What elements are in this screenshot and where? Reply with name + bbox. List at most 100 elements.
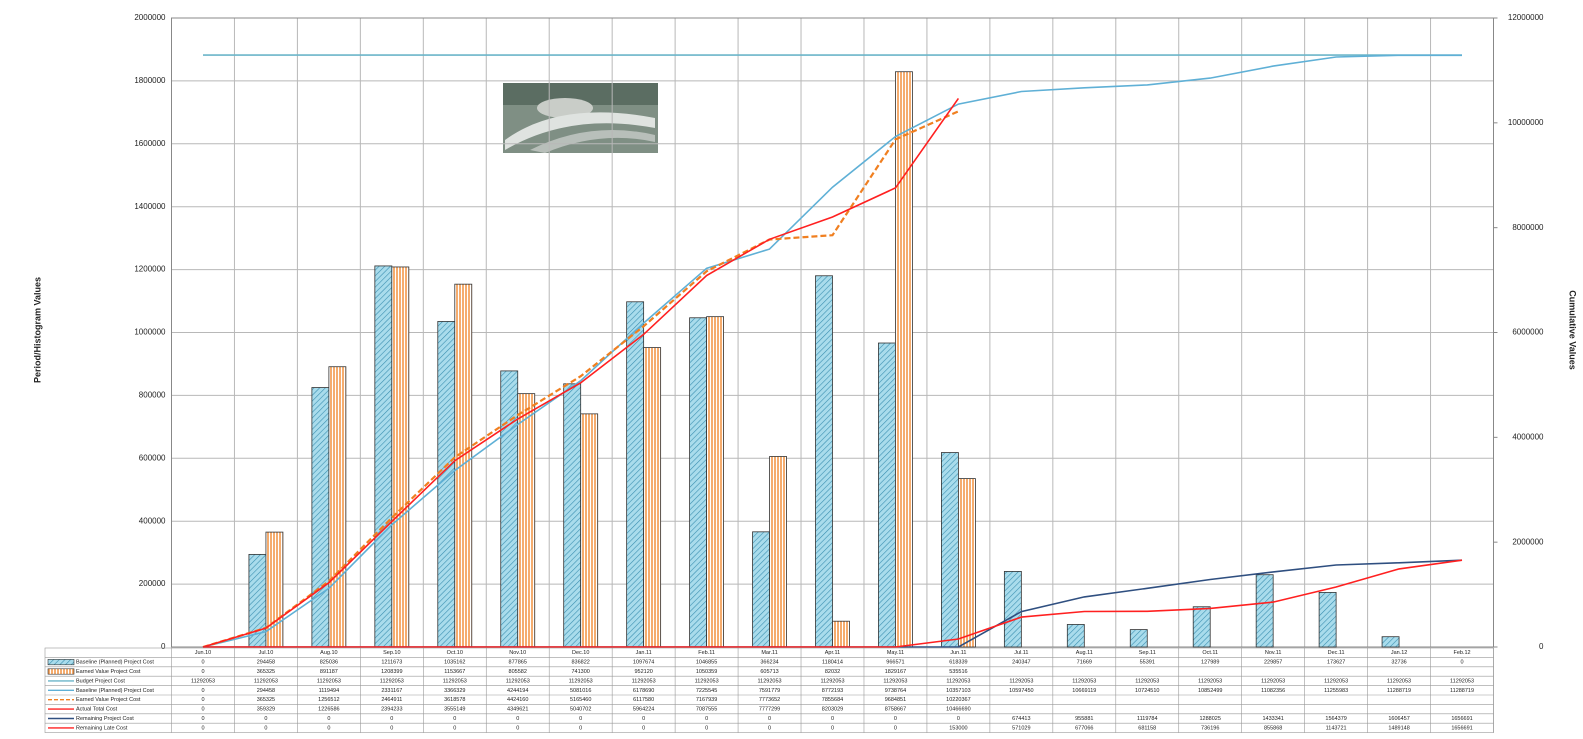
table-cell: 82032 — [825, 669, 840, 675]
table-cell: 0 — [768, 725, 771, 731]
table-cell: 0 — [453, 716, 456, 722]
table-cell: 1050359 — [696, 669, 717, 675]
table-cell: 1829167 — [885, 669, 906, 675]
bar — [1255, 574, 1274, 648]
table-cell: 11292053 — [317, 678, 341, 684]
table-cell: 741300 — [572, 669, 590, 675]
bar — [1318, 591, 1337, 648]
legend-label: Actual Total Cost — [76, 707, 118, 713]
table-cell: 294458 — [257, 688, 275, 694]
table-cell: 6117580 — [633, 697, 654, 703]
table-cell: 0 — [201, 725, 204, 731]
table-cell: 0 — [894, 725, 897, 731]
bar — [374, 265, 393, 648]
project-photo — [503, 83, 658, 153]
table-cell: 11292053 — [506, 678, 530, 684]
bar — [391, 266, 410, 648]
table-cell: 11255983 — [1324, 688, 1348, 694]
table-cell: 1119784 — [1137, 716, 1158, 722]
y-tick-label: 1000000 — [134, 328, 166, 337]
x-tick-label: Oct.10 — [447, 650, 463, 656]
table-cell: 10852499 — [1198, 688, 1222, 694]
table-cell: 9738764 — [885, 688, 906, 694]
bar — [878, 342, 896, 648]
table-cell: 1143721 — [1326, 725, 1347, 731]
table-cell: 0 — [201, 707, 204, 713]
table-cell: 891187 — [320, 669, 338, 675]
table-cell: 736196 — [1201, 725, 1219, 731]
x-tick-label: Oct.11 — [1202, 650, 1218, 656]
legend-label: Budget Project Cost — [76, 678, 125, 684]
x-tick-label: Mar.11 — [761, 650, 777, 656]
table-cell: 1288025 — [1200, 716, 1221, 722]
y-tick-label: 800000 — [139, 391, 166, 400]
table-cell: 1119494 — [319, 688, 340, 694]
table-cell: 0 — [831, 716, 834, 722]
bar — [706, 316, 724, 648]
y2-tick-label: 6000000 — [1512, 328, 1544, 337]
table-cell: 0 — [201, 688, 204, 694]
x-tick-label: Jan.11 — [636, 650, 652, 656]
x-tick-label: Dec.11 — [1328, 650, 1345, 656]
table-cell: 11292053 — [443, 678, 467, 684]
bar — [1192, 606, 1211, 648]
table-cell: 4349621 — [507, 707, 528, 713]
bar — [769, 456, 787, 648]
y-tick-label: 1200000 — [134, 265, 166, 274]
table-cell: 229857 — [1264, 660, 1282, 666]
bar — [580, 413, 599, 648]
table-cell: 0 — [201, 716, 204, 722]
bar — [815, 275, 833, 648]
table-cell: 10220367 — [946, 697, 970, 703]
table-cell: 0 — [642, 725, 645, 731]
table-cell: 11292053 — [695, 678, 719, 684]
table-cell: 0 — [453, 725, 456, 731]
table-cell: 3555149 — [444, 707, 465, 713]
table-cell: 0 — [894, 716, 897, 722]
table-cell: 366234 — [760, 660, 778, 666]
line-series — [202, 54, 1462, 648]
table-cell: 0 — [768, 716, 771, 722]
x-tick-label: Feb.12 — [1453, 650, 1470, 656]
bar — [437, 321, 456, 648]
x-tick-label: Apr.11 — [825, 650, 841, 656]
legend-label: Remaining Late Cost — [76, 725, 128, 731]
table-cell: 7225545 — [696, 688, 717, 694]
table-cell: 10466690 — [946, 707, 970, 713]
bar — [626, 301, 645, 648]
table-cell: 359329 — [257, 707, 275, 713]
table-cell: 10357103 — [946, 688, 970, 694]
legend-swatch — [47, 659, 75, 666]
table-cell: 855868 — [1264, 725, 1282, 731]
table-cell: 0 — [327, 716, 330, 722]
table-cell: 11288719 — [1450, 688, 1474, 694]
legend-label: Baseline (Planned) Project Cost — [76, 688, 154, 694]
y2-tick-label: 12000000 — [1508, 13, 1544, 22]
table-cell: 11288719 — [1387, 688, 1411, 694]
legend-label: Earned Value Project Cost — [76, 669, 141, 675]
table-cell: 9684851 — [885, 697, 906, 703]
table-cell: 11292053 — [1072, 678, 1096, 684]
bar — [1129, 629, 1148, 648]
line-series — [202, 110, 959, 649]
table-cell: 1226586 — [318, 707, 339, 713]
table-cell: 7773652 — [759, 697, 780, 703]
table-cell: 11292053 — [758, 678, 782, 684]
table-cell: 1211673 — [381, 660, 402, 666]
table-cell: 966571 — [886, 660, 904, 666]
table-cell: 11292053 — [1387, 678, 1411, 684]
table-cell: 10597450 — [1009, 688, 1033, 694]
bar — [895, 71, 913, 648]
y2-axis-title: Cumulative Values — [1568, 290, 1578, 370]
x-tick-label: Dec.10 — [572, 650, 589, 656]
table-cell: 836822 — [572, 660, 590, 666]
table-cell: 681158 — [1138, 725, 1156, 731]
table-cell: 1606457 — [1388, 716, 1409, 722]
table-cell: 11292053 — [946, 678, 970, 684]
table-cell: 3618578 — [444, 697, 465, 703]
table-cell: 1097674 — [633, 660, 654, 666]
table-cell: 11292053 — [883, 678, 907, 684]
table-cell: 71669 — [1077, 660, 1092, 666]
table-cell: 294458 — [257, 660, 275, 666]
table-cell: 2464911 — [381, 697, 402, 703]
